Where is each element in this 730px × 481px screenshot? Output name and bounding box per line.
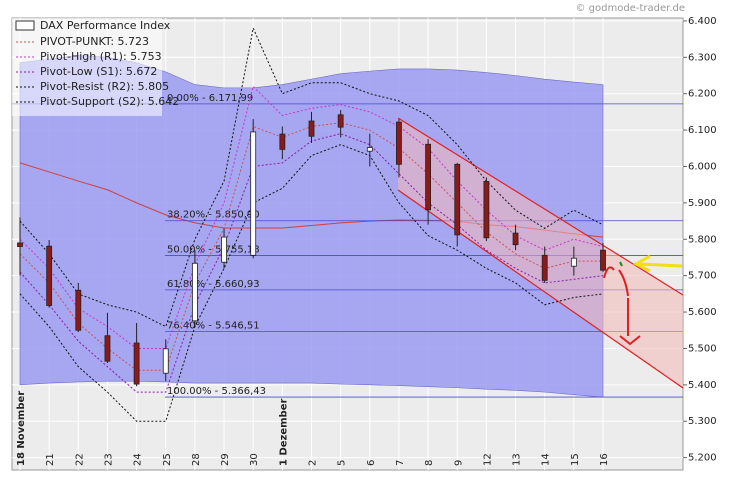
x-tick-label: 21 [45,453,56,466]
red-arrow [603,266,615,279]
channel-upper [397,117,684,296]
pivot-line [19,26,604,328]
candle-body [337,114,344,128]
fib-label: 61.80% - 5.660,93 [167,279,260,290]
candle-body [17,242,23,247]
candle-body [483,181,490,239]
x-tick-label: 24 [133,453,144,466]
candle-body [191,262,198,322]
candle-body [308,120,315,137]
candle-body [133,342,140,385]
candle-body [454,163,461,236]
y-tick-label: 5.700 [688,271,717,282]
candle-body [221,236,227,263]
x-tick-label: 8 [424,460,435,466]
candle-body [541,254,548,281]
y-tick-label: 5.400 [688,380,717,391]
candle-body [104,335,111,362]
candle-body [162,348,169,374]
annotations [603,254,683,346]
candle-body [512,232,519,246]
x-tick-label: 30 [249,453,260,466]
legend-box [12,18,162,116]
x-tick-label: 29 [220,453,231,466]
fib-label: 50.00% - 5.755,18 [167,245,260,256]
axes: 6.400 6.300 6.200 6.100 6.000 5.900 5.800 5.700… [16,16,717,466]
x-tick-label: 12 [482,453,493,466]
y-tick-label: 6.200 [688,89,717,100]
legend-label: Pivot-High (R1): 5.753 [40,50,162,63]
legend-label: Pivot-Support (S2): 5.642 [40,95,179,108]
trend-channel [398,118,683,388]
x-tick-label: 5 [337,460,348,466]
red-arrow-down [619,298,641,346]
red-arrow [618,269,629,297]
legend: DAX Performance Index PIVOT-PUNKT: 5.723 P… [12,18,179,116]
candle-body [366,147,373,152]
y-tick-label: 6.000 [688,161,717,172]
x-tick-label: 25 [162,453,173,466]
yellow-arrow [632,254,683,273]
channel-lower [397,189,684,389]
y-tick-label: 5.200 [688,453,717,464]
x-tick-label: 13 [512,453,523,466]
x-tick-label: 2 [308,460,319,466]
candle-body [396,121,402,165]
x-tick-label: 1 Dezember [278,399,289,466]
candles [17,110,606,387]
x-tick-label: 18 November [16,391,27,466]
x-tick-label: 6 [366,460,377,466]
y-tick-label: 5.900 [688,198,717,209]
candle-body [600,249,606,271]
x-tick-label: 7 [395,460,406,466]
legend-label: PIVOT-PUNKT: 5.723 [40,35,149,48]
y-tick-label: 5.300 [688,416,717,427]
pivot-line [19,144,604,422]
pivot-line [19,85,604,349]
x-tick-label: 14 [541,453,552,466]
fib-label: 0.00% - 6.171,99 [167,93,253,104]
y-tick-label: 5.800 [688,234,717,245]
x-tick-label: 22 [74,453,85,466]
legend-label: Pivot-Low (S1): 5.672 [40,65,157,78]
candle-body [570,257,577,267]
y-tick-label: 6.400 [688,16,717,27]
legend-label: Pivot-Resist (R2): 5.805 [40,80,169,93]
legend-label: DAX Performance Index [40,19,171,32]
y-tick-label: 5.500 [688,343,717,354]
candle-body [425,143,432,211]
y-tick-label: 5.600 [688,307,717,318]
candle-body [46,245,53,306]
fib-label: 100.00% - 5.366,43 [167,386,266,397]
x-tick-label: 9 [453,460,464,466]
candle-body [279,133,286,150]
y-tick-label: 6.300 [688,52,717,63]
candle-body [250,131,257,256]
watermark: © godmode-trader.de [576,3,686,14]
candle-body [75,289,82,331]
legend-swatch [15,20,35,31]
x-tick-label: 23 [103,453,114,466]
fib-label: 76.40% - 5.546,51 [167,321,260,332]
green-mark [619,261,623,267]
x-tick-label: 16 [599,453,610,466]
fib-label: 38.20% - 5.850,90 [167,210,260,221]
x-tick-label: 15 [570,453,581,466]
y-tick-label: 6.100 [688,125,717,136]
x-tick-label: 28 [191,453,202,466]
